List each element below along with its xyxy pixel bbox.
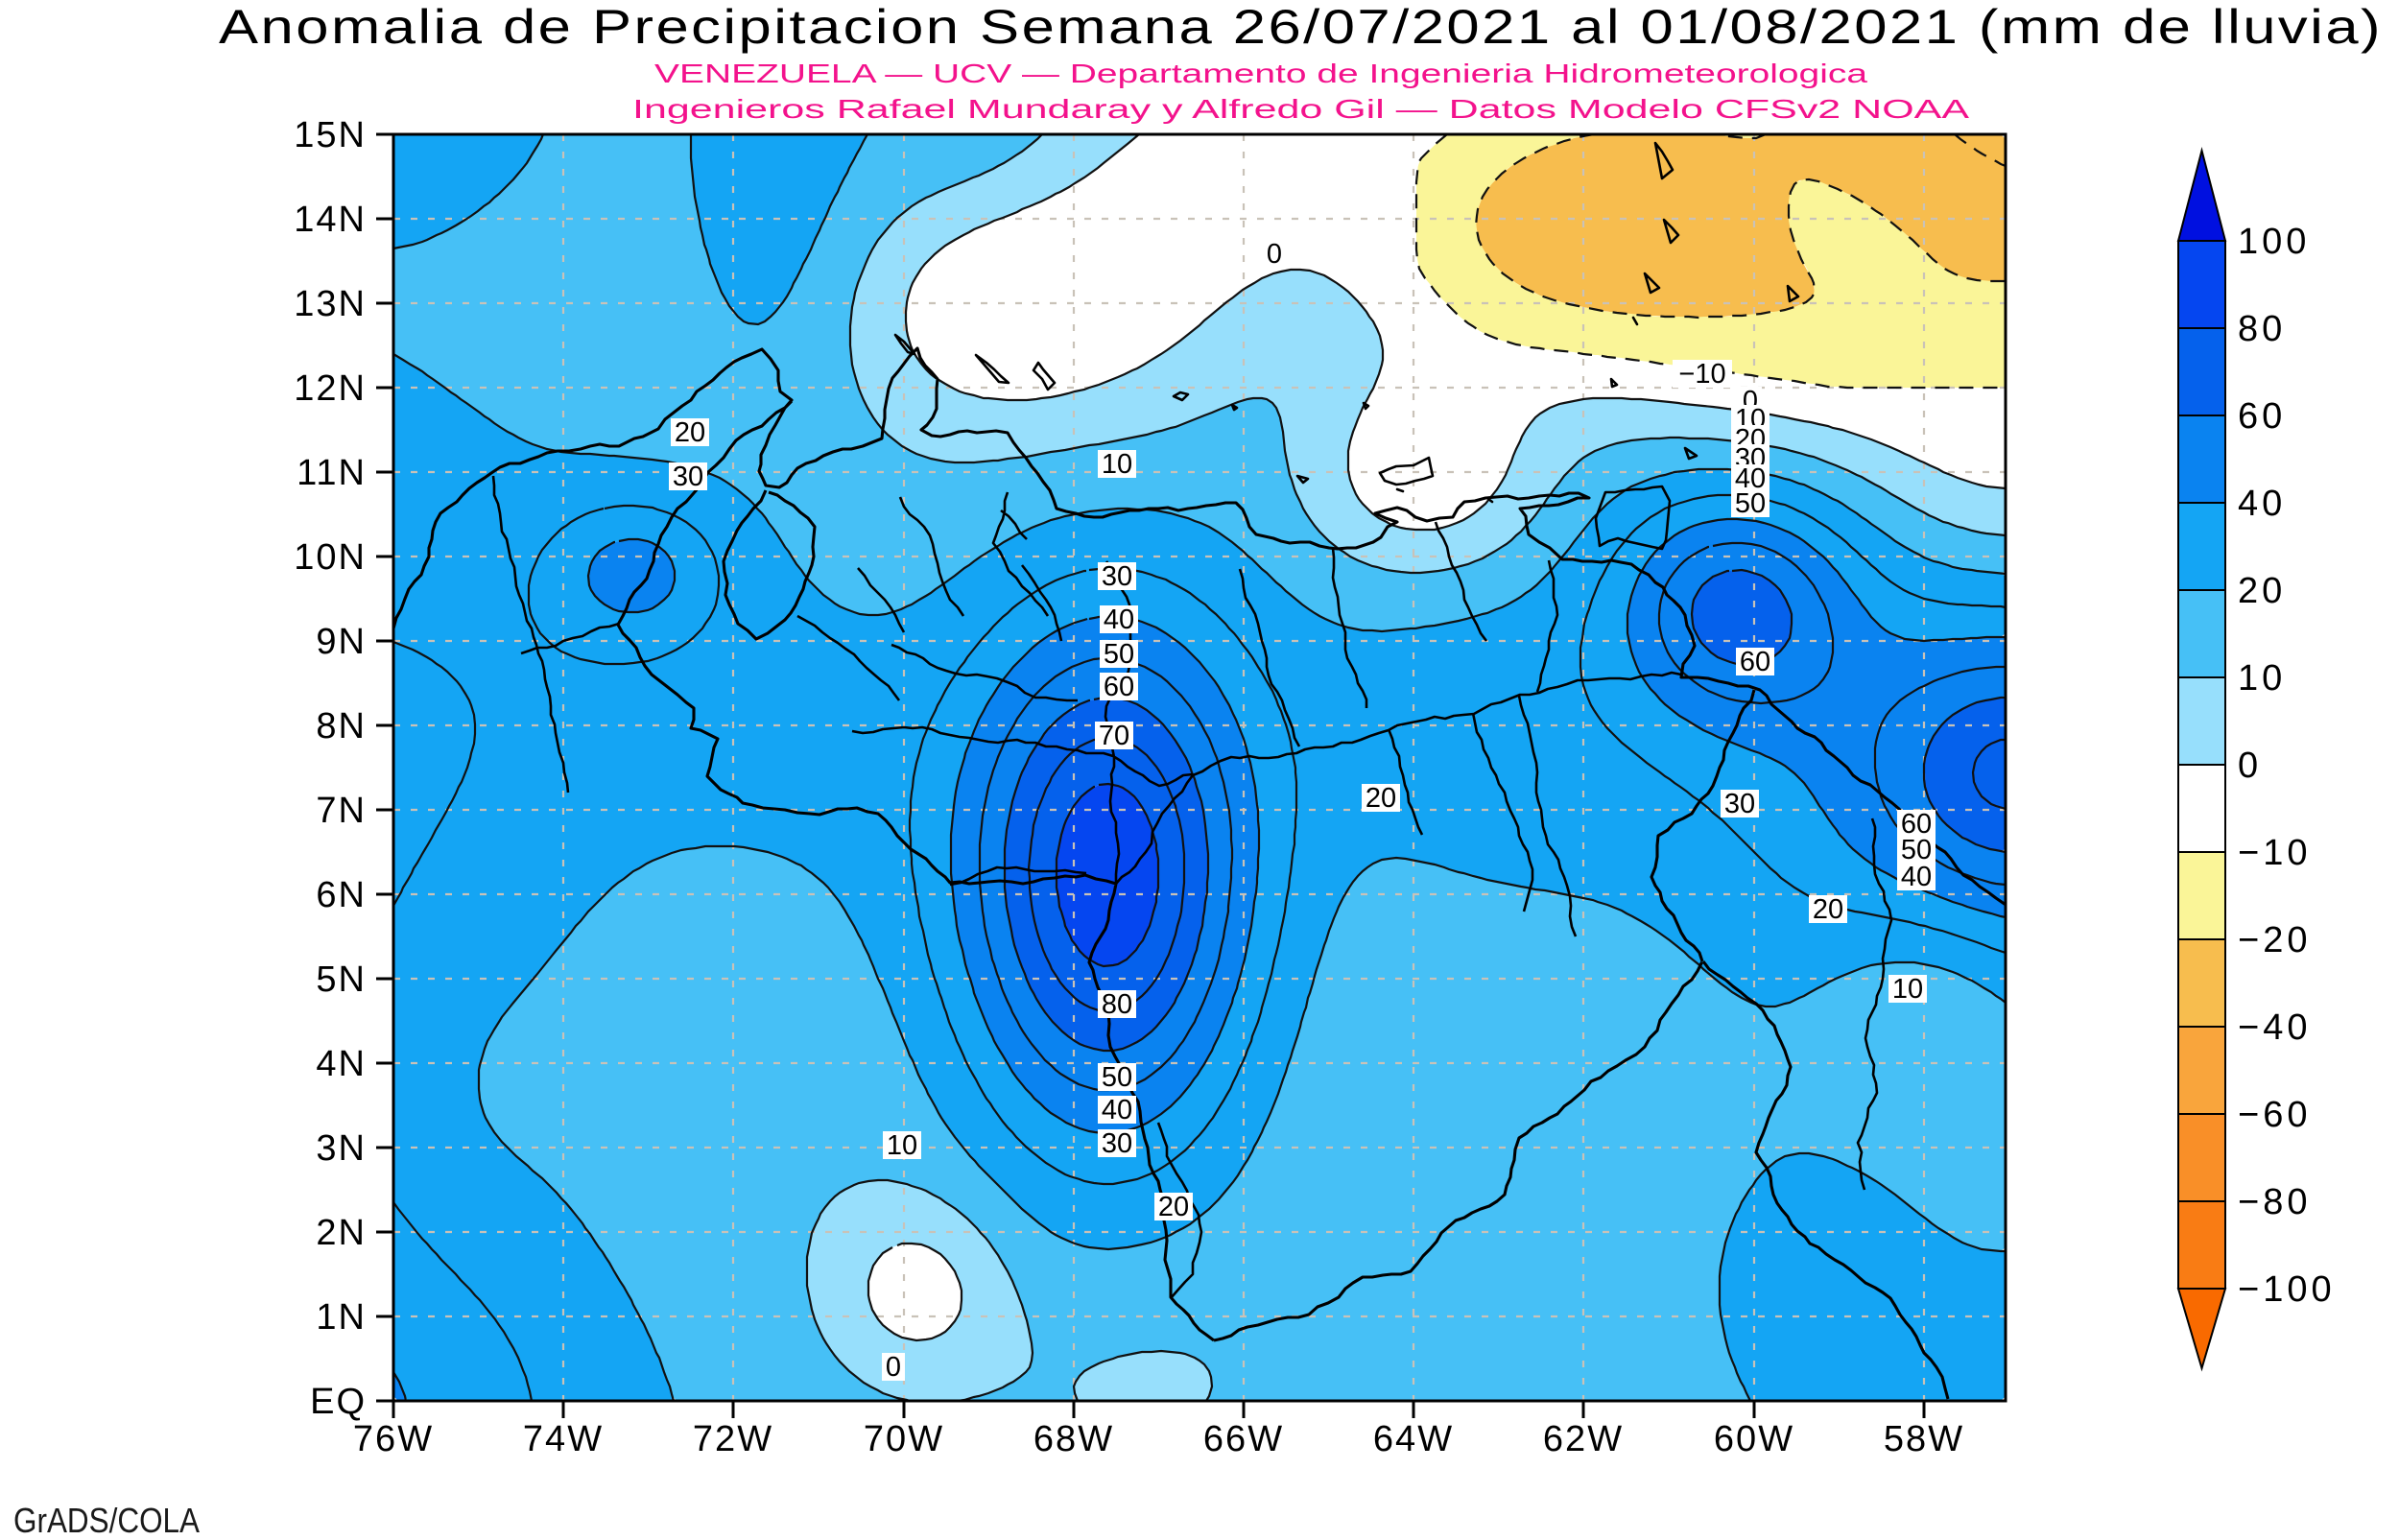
svg-text:EQ: EQ [310,1382,367,1422]
svg-text:11N: 11N [297,453,367,493]
svg-text:40: 40 [1901,862,1932,892]
svg-text:20: 20 [1366,783,1396,814]
svg-text:Anomalia de Precipitacion Sema: Anomalia de Precipitacion Semana 26/07/2… [219,0,2383,54]
svg-text:−10: −10 [1678,359,1725,390]
svg-text:50: 50 [1735,488,1766,519]
svg-text:20: 20 [1813,894,1843,925]
svg-text:15N: 15N [294,115,367,155]
svg-text:0: 0 [1267,239,1282,270]
svg-text:−10: −10 [2238,833,2311,873]
svg-text:76W: 76W [353,1419,434,1459]
svg-text:GrADS/COLA: GrADS/COLA [13,1501,200,1535]
svg-text:64W: 64W [1373,1419,1454,1459]
svg-text:−60: −60 [2238,1095,2311,1135]
svg-text:−20: −20 [2238,920,2311,960]
svg-text:60W: 60W [1714,1419,1794,1459]
svg-text:VENEZUELA — UCV — Departamento: VENEZUELA — UCV — Departamento de Ingeni… [654,59,1868,88]
svg-text:2N: 2N [316,1213,367,1253]
svg-text:14N: 14N [294,200,367,240]
svg-text:62W: 62W [1543,1419,1624,1459]
svg-text:10: 10 [1102,449,1132,480]
svg-text:5N: 5N [316,960,367,1000]
svg-text:74W: 74W [523,1419,604,1459]
svg-text:20: 20 [1158,1192,1189,1222]
svg-text:0: 0 [2238,746,2262,786]
svg-text:−100: −100 [2238,1269,2336,1310]
svg-text:60: 60 [1740,647,1770,677]
svg-text:50: 50 [1104,639,1134,670]
svg-text:9N: 9N [316,622,367,662]
svg-text:100: 100 [2238,222,2310,262]
svg-text:68W: 68W [1033,1419,1114,1459]
svg-text:70: 70 [1099,721,1129,751]
svg-text:50: 50 [1102,1062,1132,1093]
svg-text:60: 60 [1901,809,1932,840]
svg-text:8N: 8N [316,706,367,746]
svg-text:10: 10 [887,1130,917,1161]
svg-text:−80: −80 [2238,1182,2311,1222]
svg-text:10: 10 [2238,658,2286,699]
svg-text:40: 40 [1102,1095,1132,1125]
svg-text:30: 30 [1102,1128,1132,1159]
svg-text:12N: 12N [294,368,367,409]
svg-text:40: 40 [2238,484,2286,524]
svg-text:50: 50 [1901,835,1932,865]
svg-text:20: 20 [2238,571,2286,611]
svg-text:Ingenieros Rafael Mundaray y A: Ingenieros Rafael Mundaray y Alfredo Gil… [632,94,1969,124]
svg-text:72W: 72W [693,1419,773,1459]
svg-text:60: 60 [2238,396,2286,437]
svg-text:30: 30 [1724,789,1755,819]
svg-text:4N: 4N [316,1044,367,1084]
svg-text:58W: 58W [1884,1419,1964,1459]
svg-text:10N: 10N [294,537,367,578]
svg-text:30: 30 [1102,561,1132,592]
svg-text:3N: 3N [316,1128,367,1169]
svg-text:80: 80 [2238,309,2286,349]
svg-text:30: 30 [673,462,703,492]
svg-text:66W: 66W [1203,1419,1284,1459]
svg-text:40: 40 [1735,463,1766,494]
svg-text:40: 40 [1104,604,1134,635]
svg-text:60: 60 [1104,672,1134,702]
svg-text:13N: 13N [294,284,367,324]
svg-text:80: 80 [1102,989,1132,1020]
svg-text:1N: 1N [316,1297,367,1338]
svg-text:0: 0 [886,1352,901,1383]
svg-text:20: 20 [675,417,705,448]
svg-text:6N: 6N [316,875,367,915]
svg-text:70W: 70W [864,1419,944,1459]
svg-text:−40: −40 [2238,1007,2311,1048]
svg-text:7N: 7N [316,791,367,831]
svg-text:10: 10 [1892,974,1923,1005]
